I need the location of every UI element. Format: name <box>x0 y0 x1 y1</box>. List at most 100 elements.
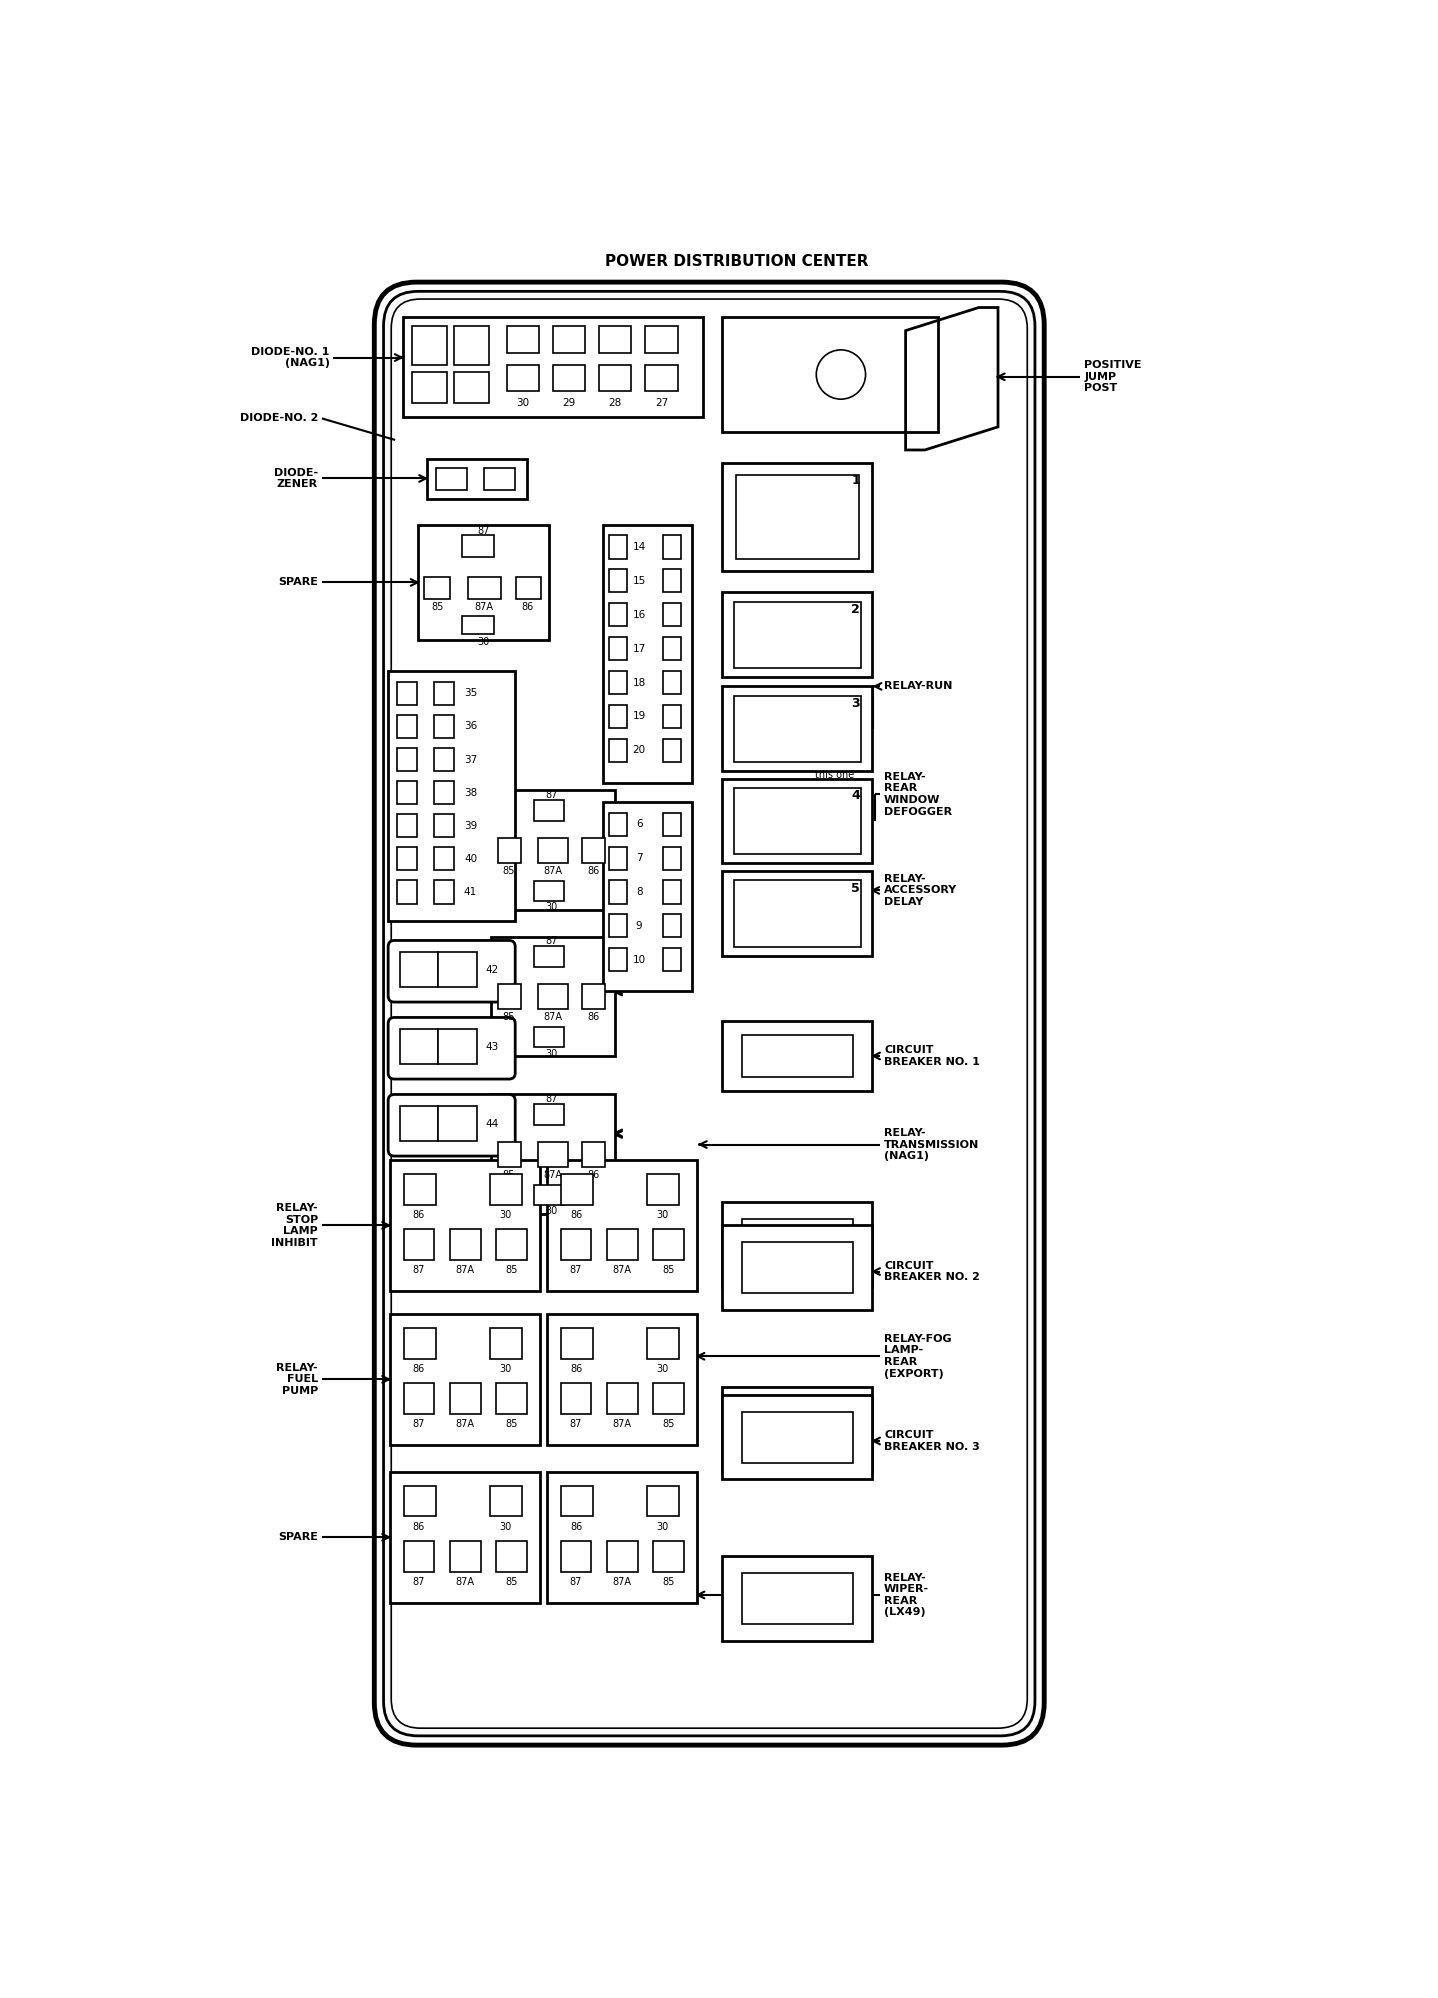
Text: 5: 5 <box>851 881 860 895</box>
Bar <box>561 1487 592 1516</box>
Text: 87: 87 <box>545 937 558 947</box>
Bar <box>434 881 453 903</box>
Text: 19: 19 <box>633 711 646 721</box>
Text: 87A: 87A <box>613 1419 631 1429</box>
Text: 85: 85 <box>503 867 515 877</box>
Text: 86: 86 <box>588 867 600 877</box>
Text: 87A: 87A <box>544 867 562 877</box>
Bar <box>492 791 614 909</box>
Bar <box>610 637 627 659</box>
Text: 6: 6 <box>636 819 643 829</box>
Text: 1: 1 <box>851 474 860 486</box>
Bar <box>496 1540 526 1572</box>
Bar <box>610 813 627 835</box>
Text: 36: 36 <box>464 721 477 731</box>
Text: POWER DISTRIBUTION CENTER: POWER DISTRIBUTION CENTER <box>605 254 869 270</box>
Text: 86: 86 <box>569 1365 582 1375</box>
Text: RELAY-
STOP
LAMP
INHIBIT: RELAY- STOP LAMP INHIBIT <box>272 1203 318 1249</box>
Bar <box>434 747 453 771</box>
Bar <box>722 871 873 955</box>
FancyBboxPatch shape <box>388 941 515 1003</box>
Bar <box>538 1143 568 1167</box>
Bar <box>561 1540 591 1572</box>
Bar <box>663 637 680 659</box>
Text: 27: 27 <box>654 398 669 408</box>
Text: 87: 87 <box>477 525 490 535</box>
Text: 40: 40 <box>464 853 477 863</box>
Bar <box>663 569 680 593</box>
Bar <box>722 687 873 771</box>
Text: CIRCUIT
BREAKER NO. 2: CIRCUIT BREAKER NO. 2 <box>884 1261 979 1283</box>
FancyBboxPatch shape <box>388 1095 515 1157</box>
Text: 8: 8 <box>636 887 643 897</box>
Bar <box>610 949 627 971</box>
Text: 30: 30 <box>499 1211 512 1221</box>
Bar <box>610 739 627 761</box>
Text: 86: 86 <box>588 1013 600 1023</box>
Text: 43: 43 <box>486 1041 499 1051</box>
Bar <box>733 601 861 667</box>
Text: 18: 18 <box>633 677 646 687</box>
Bar <box>506 326 539 354</box>
Bar <box>610 881 627 903</box>
Text: 86: 86 <box>413 1365 426 1375</box>
Bar <box>546 1473 697 1602</box>
Text: 87A: 87A <box>544 1013 562 1023</box>
Text: 87: 87 <box>569 1265 582 1275</box>
Bar <box>388 671 515 921</box>
Bar <box>663 847 680 869</box>
Text: 7: 7 <box>636 853 643 863</box>
Bar <box>742 1219 853 1271</box>
Bar <box>600 326 631 354</box>
Text: 87A: 87A <box>456 1265 475 1275</box>
Text: 87: 87 <box>569 1576 582 1586</box>
Bar <box>742 1413 853 1463</box>
Bar <box>722 1387 873 1473</box>
Text: RELAY-
TRANSMISSION
(NAG1): RELAY- TRANSMISSION (NAG1) <box>884 1129 979 1161</box>
Bar <box>450 1540 480 1572</box>
Bar <box>404 1329 436 1359</box>
Text: 30: 30 <box>656 1522 669 1532</box>
Text: CIRCUIT
BREAKER NO. 1: CIRCUIT BREAKER NO. 1 <box>884 1045 979 1067</box>
Text: 4: 4 <box>851 789 860 803</box>
Bar <box>610 603 627 625</box>
Bar <box>722 593 873 677</box>
Bar <box>436 468 467 490</box>
Bar <box>663 671 680 693</box>
Bar <box>397 681 417 705</box>
Bar <box>736 476 858 559</box>
Bar <box>450 1229 480 1261</box>
Bar <box>742 1243 853 1293</box>
Bar <box>561 1383 591 1415</box>
Text: 39: 39 <box>464 821 477 831</box>
FancyBboxPatch shape <box>388 1017 515 1079</box>
Bar <box>533 1185 565 1205</box>
Bar <box>516 577 541 599</box>
Bar <box>663 881 680 903</box>
Text: 38: 38 <box>464 787 477 797</box>
Bar <box>742 1405 853 1455</box>
Text: 87A: 87A <box>544 1171 562 1181</box>
Text: 87A: 87A <box>456 1576 475 1586</box>
Bar <box>722 1556 873 1640</box>
Bar <box>533 881 565 901</box>
Bar <box>646 326 677 354</box>
Bar <box>722 779 873 863</box>
Bar <box>404 1173 436 1205</box>
Bar <box>653 1383 684 1415</box>
Text: RELAY-
ACCESSORY
DELAY: RELAY- ACCESSORY DELAY <box>884 873 958 907</box>
Bar <box>663 915 680 937</box>
Text: 85: 85 <box>505 1576 518 1586</box>
Text: 30: 30 <box>545 903 558 913</box>
Text: SPARE: SPARE <box>278 577 318 587</box>
Text: 10: 10 <box>633 955 646 965</box>
Bar <box>490 1329 522 1359</box>
Text: this one: this one <box>815 769 854 779</box>
FancyBboxPatch shape <box>384 292 1035 1736</box>
Bar <box>492 1095 614 1215</box>
Text: 87A: 87A <box>613 1265 631 1275</box>
Bar <box>434 715 453 737</box>
Bar <box>538 837 568 863</box>
Text: RELAY-RUN: RELAY-RUN <box>884 681 952 691</box>
Text: 44: 44 <box>486 1119 499 1129</box>
